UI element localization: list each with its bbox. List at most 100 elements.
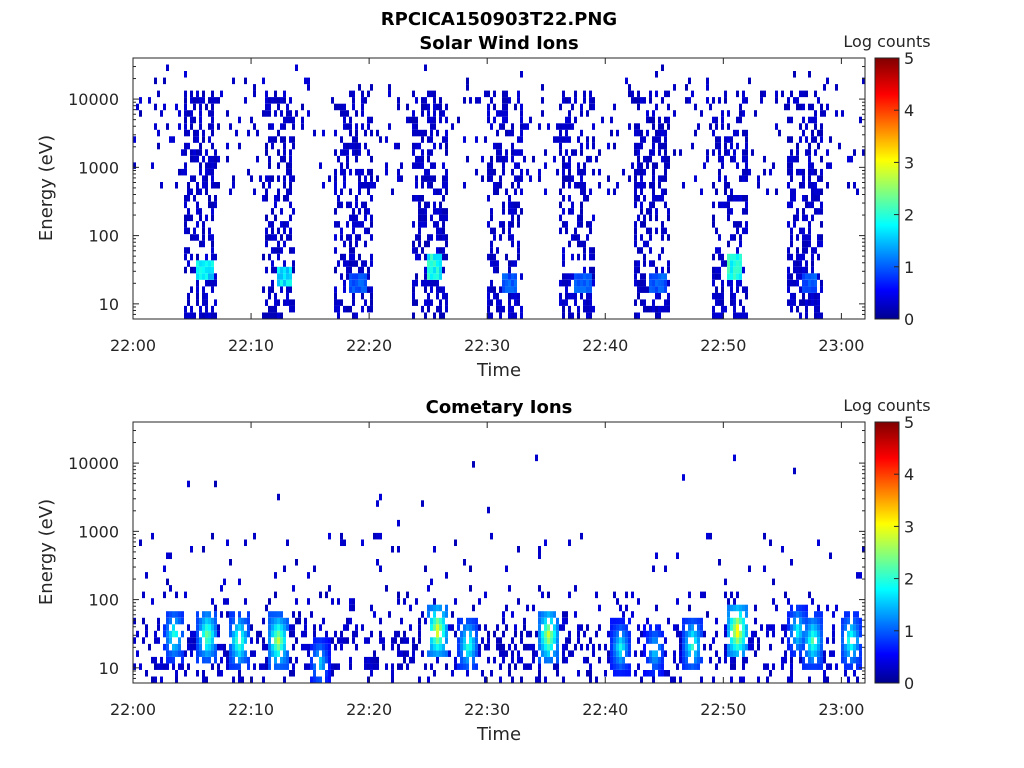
spectrogram-cell <box>277 266 280 274</box>
spectrogram-cell <box>796 149 799 156</box>
spectrogram-cell <box>361 305 364 313</box>
spectrogram-cell <box>376 663 379 670</box>
spectrogram-cell <box>787 103 790 111</box>
spectrogram-cell <box>505 279 508 287</box>
spectrogram-cell <box>208 260 211 267</box>
spectrogram-cell <box>661 221 664 228</box>
spectrogram-cell <box>460 650 463 657</box>
spectrogram-cell <box>433 312 436 320</box>
spectrogram-cell <box>643 260 646 267</box>
spectrogram-cell <box>520 676 523 684</box>
spectrogram-cell <box>475 168 478 176</box>
spectrogram-cell <box>427 234 430 241</box>
spectrogram-cell <box>343 149 346 156</box>
spectrogram-cell <box>334 266 337 274</box>
spectrogram-cell <box>697 630 700 638</box>
panel-title: Cometary Ions <box>426 397 573 418</box>
spectrogram-cell <box>133 663 136 670</box>
spectrogram-cell <box>175 643 178 651</box>
spectrogram-cell <box>262 643 265 651</box>
spectrogram-cell <box>553 650 556 657</box>
spectrogram-cell <box>661 195 664 202</box>
spectrogram-cell <box>178 637 181 644</box>
spectrogram-cell <box>517 175 520 182</box>
spectrogram-cell <box>361 97 364 104</box>
spectrogram-cell <box>811 299 814 306</box>
spectrogram-cell <box>580 175 583 182</box>
spectrogram-cell <box>238 611 241 618</box>
spectrogram-cell <box>286 273 289 280</box>
spectrogram-cell <box>790 630 793 638</box>
x-tick-label: 22:10 <box>228 336 274 355</box>
spectrogram-cell <box>730 188 733 196</box>
spectrogram-cell <box>742 129 745 137</box>
spectrogram-cell <box>385 168 388 176</box>
spectrogram-cell <box>808 624 811 631</box>
spectrogram-cell <box>514 312 517 320</box>
spectrogram-cell <box>169 136 172 143</box>
spectrogram-cell <box>511 208 514 215</box>
spectrogram-cell <box>859 572 862 579</box>
spectrogram-cell <box>229 617 232 625</box>
spectrogram-cell <box>664 188 667 196</box>
spectrogram-cell <box>289 273 292 280</box>
spectrogram-cell <box>514 643 517 651</box>
spectrogram-cell <box>205 175 208 182</box>
spectrogram-cell <box>166 656 169 664</box>
spectrogram-cell <box>436 221 439 228</box>
spectrogram-cell <box>433 90 436 98</box>
spectrogram-cell <box>133 136 136 143</box>
spectrogram-cell <box>445 142 448 150</box>
spectrogram-cell <box>577 168 580 176</box>
spectrogram-cell <box>415 123 418 130</box>
spectrogram-cell <box>850 663 853 670</box>
spectrogram-cell <box>634 182 637 189</box>
spectrogram-cell <box>760 624 763 631</box>
spectrogram-cell <box>577 240 580 248</box>
spectrogram-cell <box>685 97 688 104</box>
spectrogram-cell <box>445 611 448 618</box>
spectrogram-cell <box>487 630 490 638</box>
spectrogram-cell <box>667 116 670 124</box>
spectrogram-cell <box>307 77 310 85</box>
spectrogram-cell <box>175 611 178 618</box>
spectrogram-cell <box>733 656 736 664</box>
spectrogram-cell <box>493 656 496 664</box>
spectrogram-cell <box>352 227 355 235</box>
spectrogram-cell <box>808 656 811 664</box>
spectrogram-cell <box>649 260 652 267</box>
spectrogram-cell <box>334 286 337 293</box>
spectrogram-cell <box>424 273 427 280</box>
spectrogram-cell <box>151 676 154 684</box>
spectrogram-cell <box>214 656 217 664</box>
spectrogram-cell <box>343 637 346 644</box>
spectrogram-cell <box>175 676 178 684</box>
spectrogram-cell <box>556 123 559 130</box>
spectrogram-cell <box>493 286 496 293</box>
spectrogram-cell <box>733 598 736 605</box>
spectrogram-cell <box>805 123 808 130</box>
spectrogram-cell <box>499 286 502 293</box>
spectrogram-cell <box>805 637 808 644</box>
spectrogram-cell <box>652 656 655 664</box>
spectrogram-cell <box>577 624 580 631</box>
spectrogram-cell <box>475 136 478 143</box>
spectrogram-cell <box>742 155 745 163</box>
spectrogram-cell <box>802 292 805 300</box>
spectrogram-cell <box>415 195 418 202</box>
spectrogram-cell <box>613 617 616 625</box>
spectrogram-cell <box>613 656 616 664</box>
spectrogram-cell <box>811 266 814 274</box>
spectrogram-cell <box>493 168 496 176</box>
spectrogram-cell <box>361 279 364 287</box>
spectrogram-cell <box>544 617 547 625</box>
spectrogram-cell <box>277 240 280 248</box>
spectrogram-cell <box>682 643 685 651</box>
spectrogram-cell <box>433 175 436 182</box>
spectrogram-cell <box>664 299 667 306</box>
spectrogram-cell <box>736 162 739 169</box>
spectrogram-cell <box>184 266 187 274</box>
spectrogram-cell <box>154 656 157 664</box>
spectrogram-cell <box>214 604 217 612</box>
spectrogram-cell <box>577 253 580 261</box>
